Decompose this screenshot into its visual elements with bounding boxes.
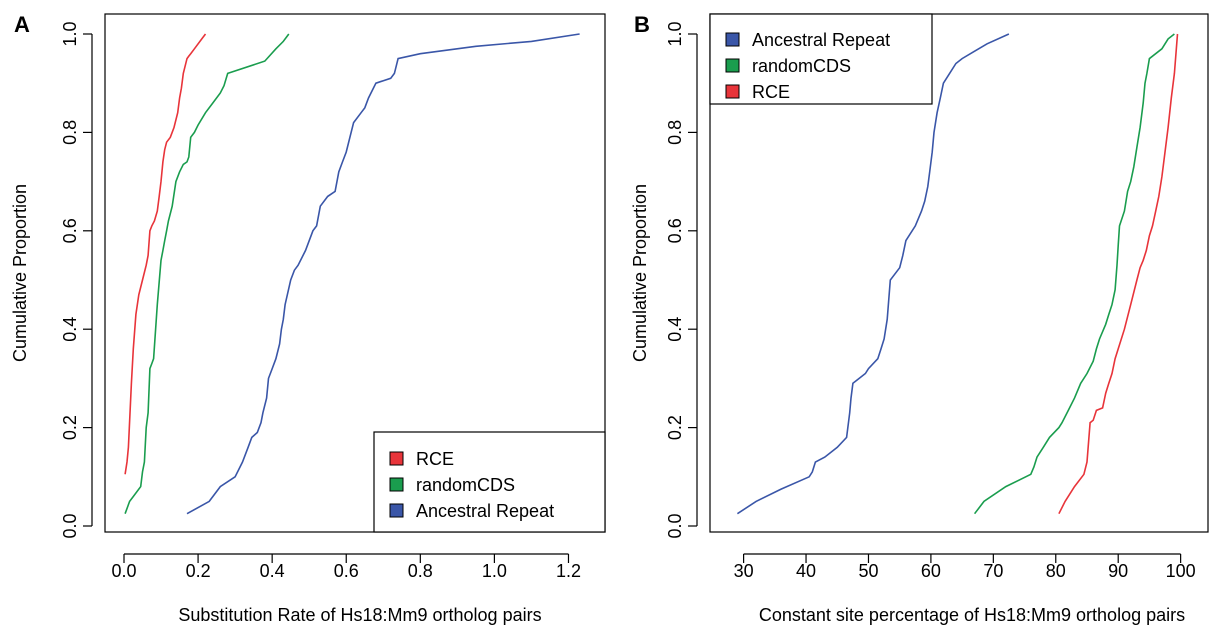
x-tick-label: 1.0 (482, 561, 507, 581)
legend-swatch (725, 84, 740, 99)
legend-label: Ancestral Repeat (416, 501, 554, 521)
y-tick-label: 0.0 (665, 513, 685, 538)
legend-a: RCE randomCDS Ancestral Repeat (373, 431, 606, 533)
plot-frame-a (104, 13, 606, 533)
series-line-randomcds (973, 33, 1175, 515)
panel-b: B 30 40 50 60 70 80 90 100 0.0 0.2 0.4 0.6 0.8 1.0 C… (630, 12, 1209, 625)
legend-swatch (389, 451, 404, 466)
x-tick-label: 0.0 (111, 561, 136, 581)
x-axis-label-b: Constant site percentage of Hs18:Mm9 ort… (759, 605, 1185, 625)
legend-swatch (725, 58, 740, 73)
legend-swatch (389, 503, 404, 518)
series-line-rce (124, 33, 207, 475)
x-tick-label: 90 (1108, 561, 1128, 581)
plot-frame-b (709, 13, 1209, 533)
legend-label: randomCDS (416, 475, 515, 495)
y-tick-label: 1.0 (665, 21, 685, 46)
x-axis-label-a: Substitution Rate of Hs18:Mm9 ortholog p… (178, 605, 541, 625)
y-tick-label: 0.4 (60, 317, 80, 342)
y-tick-label: 0.2 (665, 415, 685, 440)
legend-swatch (389, 477, 404, 492)
x-tick-label: 40 (796, 561, 816, 581)
legend-label: RCE (416, 449, 454, 469)
legend-swatch (725, 32, 740, 47)
x-tick-label: 30 (734, 561, 754, 581)
y-tick-label: 0.4 (665, 317, 685, 342)
x-tick-label: 1.2 (556, 561, 581, 581)
panel-letter-a: A (14, 12, 30, 37)
x-tick-label: 50 (858, 561, 878, 581)
x-tick-label: 80 (1046, 561, 1066, 581)
series-line-ancestral-repeat (736, 33, 1010, 515)
series-line-rce (1058, 33, 1179, 515)
legend-label: RCE (752, 82, 790, 102)
panel-a: A 0.0 0.2 0.4 0.6 0.8 1.0 1.2 0.0 0.2 0.4 0.6 0.8 1… (10, 12, 606, 625)
x-tick-label: 0.6 (334, 561, 359, 581)
series-lines-b (736, 33, 1179, 515)
y-axis-b: 0.0 0.2 0.4 0.6 0.8 1.0 (665, 21, 698, 539)
panel-letter-b: B (634, 12, 650, 37)
series-line-ancestral-repeat (186, 33, 580, 515)
legend-b: Ancestral Repeat randomCDS RCE (709, 13, 933, 105)
legend-label: Ancestral Repeat (752, 30, 890, 50)
y-tick-label: 0.2 (60, 415, 80, 440)
series-line-randomcds (124, 33, 290, 514)
y-tick-label: 0.6 (665, 218, 685, 243)
y-tick-label: 0.0 (60, 513, 80, 538)
x-tick-label: 0.8 (408, 561, 433, 581)
series-lines-a (124, 33, 580, 515)
legend-frame-a (373, 431, 606, 533)
x-tick-label: 0.2 (186, 561, 211, 581)
y-tick-label: 1.0 (60, 21, 80, 46)
x-tick-label: 70 (983, 561, 1003, 581)
x-axis-a: 0.0 0.2 0.4 0.6 0.8 1.0 1.2 (111, 553, 581, 581)
y-tick-label: 0.6 (60, 218, 80, 243)
x-tick-label: 60 (921, 561, 941, 581)
x-tick-label: 100 (1166, 561, 1196, 581)
legend-label: randomCDS (752, 56, 851, 76)
y-tick-label: 0.8 (60, 120, 80, 145)
legend-frame-b (709, 13, 933, 105)
x-axis-b: 30 40 50 60 70 80 90 100 (734, 553, 1196, 581)
y-axis-a: 0.0 0.2 0.4 0.6 0.8 1.0 (60, 21, 93, 539)
y-axis-label-a: Cumulative Proportion (10, 184, 30, 362)
x-tick-label: 0.4 (260, 561, 285, 581)
y-tick-label: 0.8 (665, 120, 685, 145)
y-axis-label-b: Cumulative Proportion (630, 184, 650, 362)
